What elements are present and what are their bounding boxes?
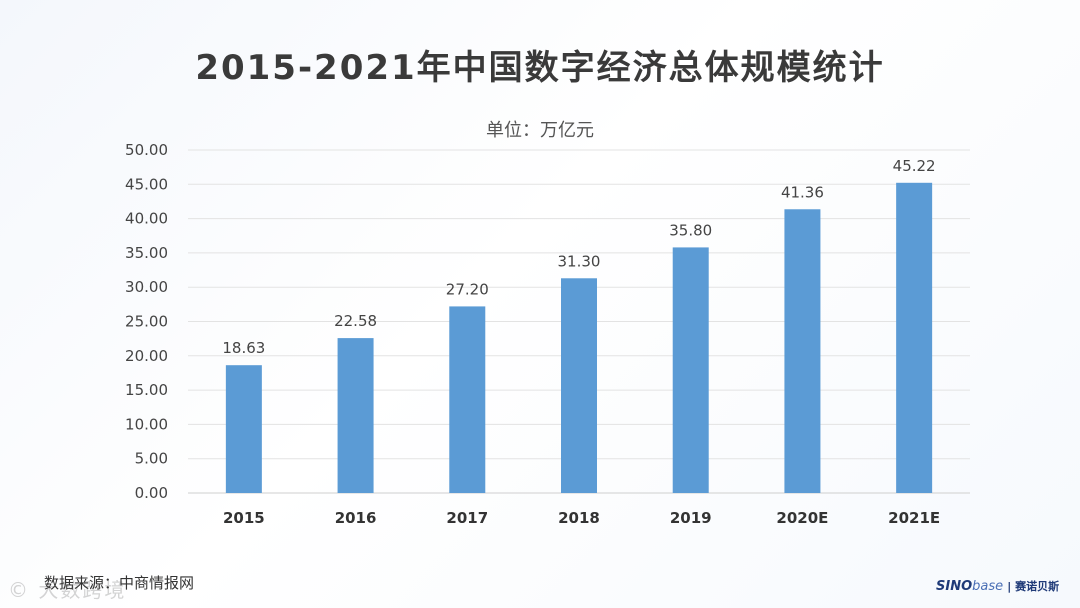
y-tick-label: 5.00	[135, 450, 168, 468]
data-label: 35.80	[669, 221, 712, 239]
bar	[784, 209, 821, 494]
y-tick-label: 30.00	[125, 278, 168, 296]
x-tick-label: 2020E	[776, 509, 828, 527]
logo-text-base: base	[972, 579, 1004, 594]
data-label: 31.30	[558, 252, 601, 270]
data-source: 数据来源：中商情报网	[44, 574, 195, 592]
y-tick-label: 25.00	[125, 313, 168, 331]
bar	[561, 278, 597, 493]
logo-text-cn: | 赛诺贝斯	[1007, 580, 1060, 593]
x-tick-label: 2016	[335, 509, 377, 527]
bar	[672, 247, 709, 493]
bar	[337, 338, 374, 493]
data-label: 22.58	[334, 312, 377, 330]
data-label: 45.22	[893, 157, 936, 175]
data-label: 27.20	[446, 280, 489, 298]
y-tick-label: 50.00	[125, 141, 168, 159]
data-label: 18.63	[222, 339, 265, 357]
sinobase-logo: SINObase | 赛诺贝斯	[936, 578, 1059, 594]
unit-label: 单位：万亿元	[486, 120, 594, 141]
y-tick-label: 45.00	[125, 175, 168, 193]
x-tick-label: 2019	[670, 509, 712, 527]
bar	[225, 365, 262, 493]
bar	[449, 306, 486, 493]
data-label: 41.36	[781, 183, 824, 201]
x-tick-label: 2021E	[888, 509, 940, 527]
y-tick-label: 40.00	[125, 210, 168, 228]
y-tick-label: 20.00	[125, 347, 168, 365]
y-tick-label: 35.00	[125, 244, 168, 262]
x-tick-label: 2018	[558, 509, 600, 527]
x-tick-label: 2017	[446, 509, 488, 527]
logo-text-sino: SINO	[936, 579, 973, 594]
y-tick-label: 15.00	[125, 381, 168, 399]
chart-title: 2015-2021年中国数字经济总体规模统计	[195, 48, 885, 88]
watermark: © 大数跨境	[8, 578, 127, 602]
bar	[896, 182, 933, 493]
y-tick-label: 10.00	[125, 415, 168, 433]
x-tick-label: 2015	[223, 509, 265, 527]
y-tick-label: 0.00	[135, 484, 168, 502]
